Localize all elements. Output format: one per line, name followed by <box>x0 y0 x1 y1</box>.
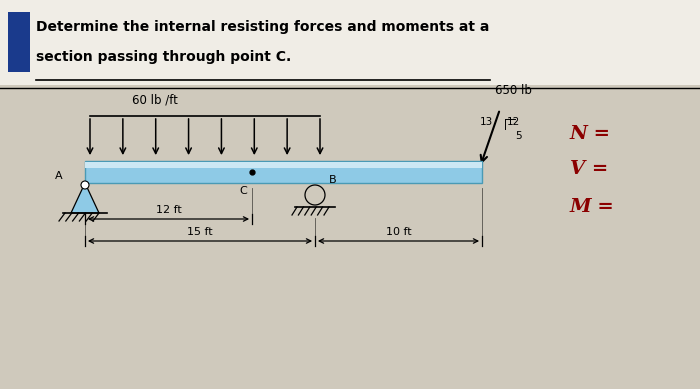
Circle shape <box>305 185 325 205</box>
Text: 12 ft: 12 ft <box>155 205 181 215</box>
Bar <box>8 12 30 72</box>
Text: 13: 13 <box>480 117 493 127</box>
Bar <box>85 161 482 183</box>
Text: M =: M = <box>570 198 615 216</box>
Bar <box>85 162 482 168</box>
Text: 15 ft: 15 ft <box>187 227 213 237</box>
Text: N =: N = <box>570 125 611 143</box>
Text: A: A <box>55 171 63 181</box>
Text: 10 ft: 10 ft <box>386 227 412 237</box>
Text: 12: 12 <box>507 117 520 127</box>
Text: 60 lb /ft: 60 lb /ft <box>132 93 178 106</box>
Text: V =: V = <box>570 160 608 178</box>
Text: 650 lb: 650 lb <box>495 84 532 97</box>
Polygon shape <box>71 183 99 213</box>
Text: section passing through point C.: section passing through point C. <box>36 50 291 64</box>
Circle shape <box>81 181 89 189</box>
Bar <box>0 0 700 85</box>
Text: C: C <box>239 186 247 196</box>
Text: Determine the internal resisting forces and moments at a: Determine the internal resisting forces … <box>36 20 489 34</box>
Text: 5: 5 <box>515 131 522 141</box>
Text: B: B <box>329 175 337 185</box>
